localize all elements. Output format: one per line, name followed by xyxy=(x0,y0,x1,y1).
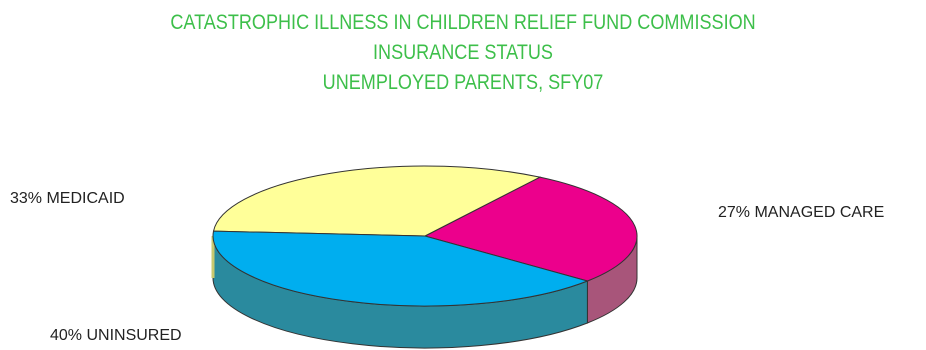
chart-title: CATASTROPHIC ILLNESS IN CHILDREN RELIEF … xyxy=(65,8,861,98)
slice-label-managed-care: 27% MANAGED CARE xyxy=(718,204,885,221)
pie-top xyxy=(212,165,638,307)
chart-title-line-1: CATASTROPHIC ILLNESS IN CHILDREN RELIEF … xyxy=(170,11,756,34)
pie-slice-uninsured xyxy=(212,230,589,307)
pie-slice-managed-care xyxy=(423,176,638,282)
chart-title-line-3: UNEMPLOYED PARENTS, SFY07 xyxy=(322,71,604,94)
slice-label-uninsured: 40% UNINSURED xyxy=(50,327,182,344)
slice-label-medicaid: 33% MEDICAID xyxy=(10,190,125,207)
pie-slice-medicaid xyxy=(212,165,542,237)
chart-title-line-2: INSURANCE STATUS xyxy=(373,41,553,64)
